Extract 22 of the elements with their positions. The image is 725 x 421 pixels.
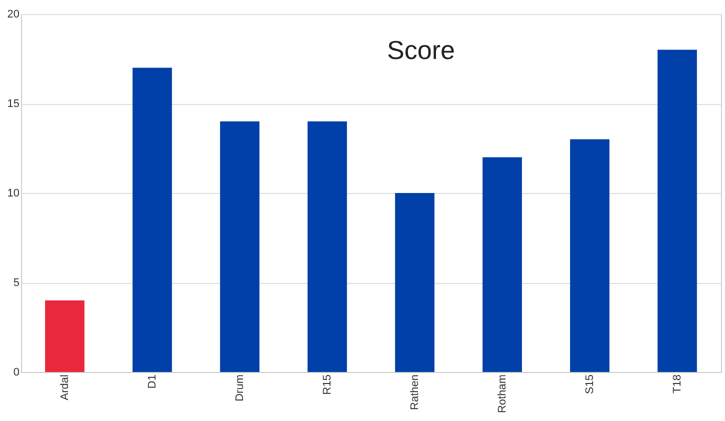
y-tick-label: 20 — [7, 8, 20, 20]
x-tick-label: T18 — [671, 374, 684, 394]
bar — [570, 139, 610, 372]
y-tick-label: 15 — [7, 98, 20, 110]
x-tick-label: Rotham — [496, 374, 508, 414]
bar — [482, 157, 522, 372]
bar — [132, 68, 172, 372]
x-tick-label: Ardal — [58, 374, 71, 400]
bar — [220, 121, 260, 372]
bar — [658, 50, 697, 372]
x-tick-label: D1 — [146, 374, 158, 389]
y-tick-label: 5 — [13, 277, 20, 289]
bar — [45, 300, 84, 372]
x-tick-label: Drum — [234, 374, 246, 402]
bar — [395, 193, 434, 372]
bar — [308, 121, 347, 372]
text: Score — [387, 35, 455, 65]
y-tick-label: 0 — [13, 366, 20, 378]
y-tick-label: 10 — [7, 188, 20, 200]
x-tick-label: S15 — [584, 374, 596, 394]
x-tick-label: Rathen — [408, 374, 421, 410]
x-tick-label: R15 — [321, 374, 334, 395]
